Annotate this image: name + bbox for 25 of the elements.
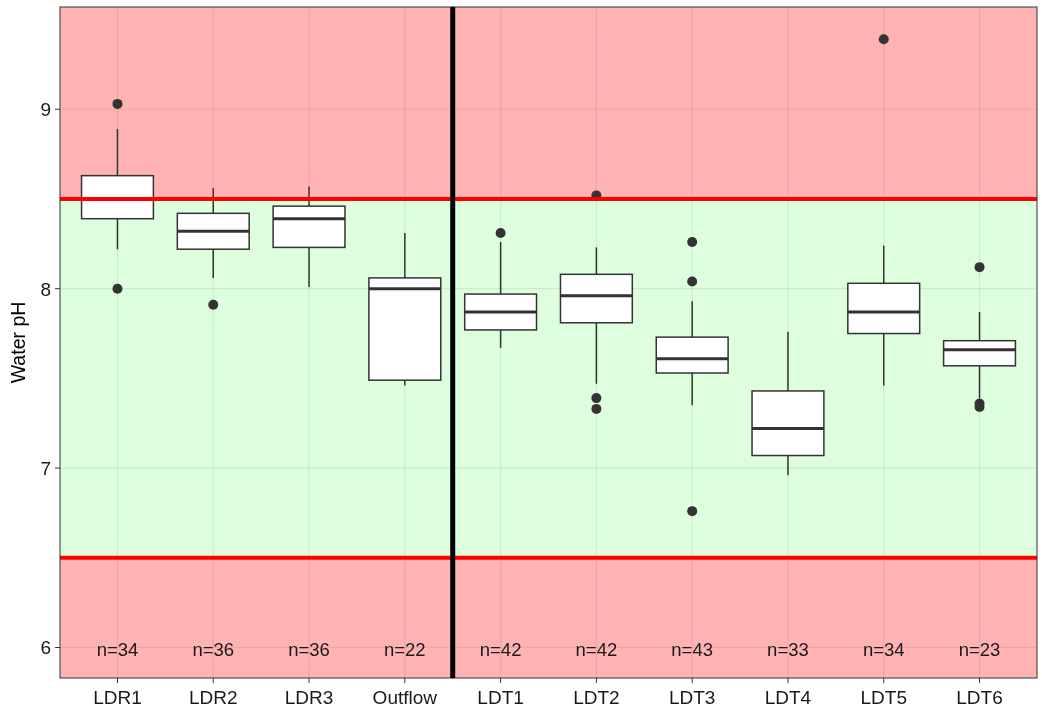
annotation: n=33 [767, 638, 809, 660]
x-tick-label: LDT1 [477, 687, 524, 708]
annotation: n=23 [958, 638, 1001, 660]
x-tick-label: LDR2 [188, 687, 238, 708]
annotation: n=34 [96, 638, 139, 660]
annotation: n=36 [192, 638, 235, 660]
y-tick-label: 9 [40, 99, 51, 121]
y-tick-label: 6 [40, 637, 51, 659]
annotation: n=22 [383, 638, 426, 660]
x-tick-label: LDT5 [860, 687, 907, 708]
annotation: n=42 [479, 638, 522, 660]
x-tick-label: LDR3 [284, 687, 334, 708]
x-tick-label: Outflow [372, 687, 438, 708]
annotation: n=43 [671, 638, 714, 660]
annotation: n=36 [288, 638, 330, 660]
x-tick-label: LDT2 [573, 687, 620, 708]
x-tick-label: LDT3 [668, 687, 716, 708]
y-tick-label: 8 [40, 278, 51, 300]
y-axis-title: Water pH [7, 301, 29, 384]
x-tick-label: LDR1 [93, 687, 142, 708]
annotation: n=42 [575, 638, 618, 660]
x-tick-label: LDT4 [764, 687, 812, 708]
annotation: n=34 [862, 638, 905, 660]
y-tick-label: 7 [40, 457, 51, 479]
x-tick-label: LDT6 [956, 687, 1003, 708]
